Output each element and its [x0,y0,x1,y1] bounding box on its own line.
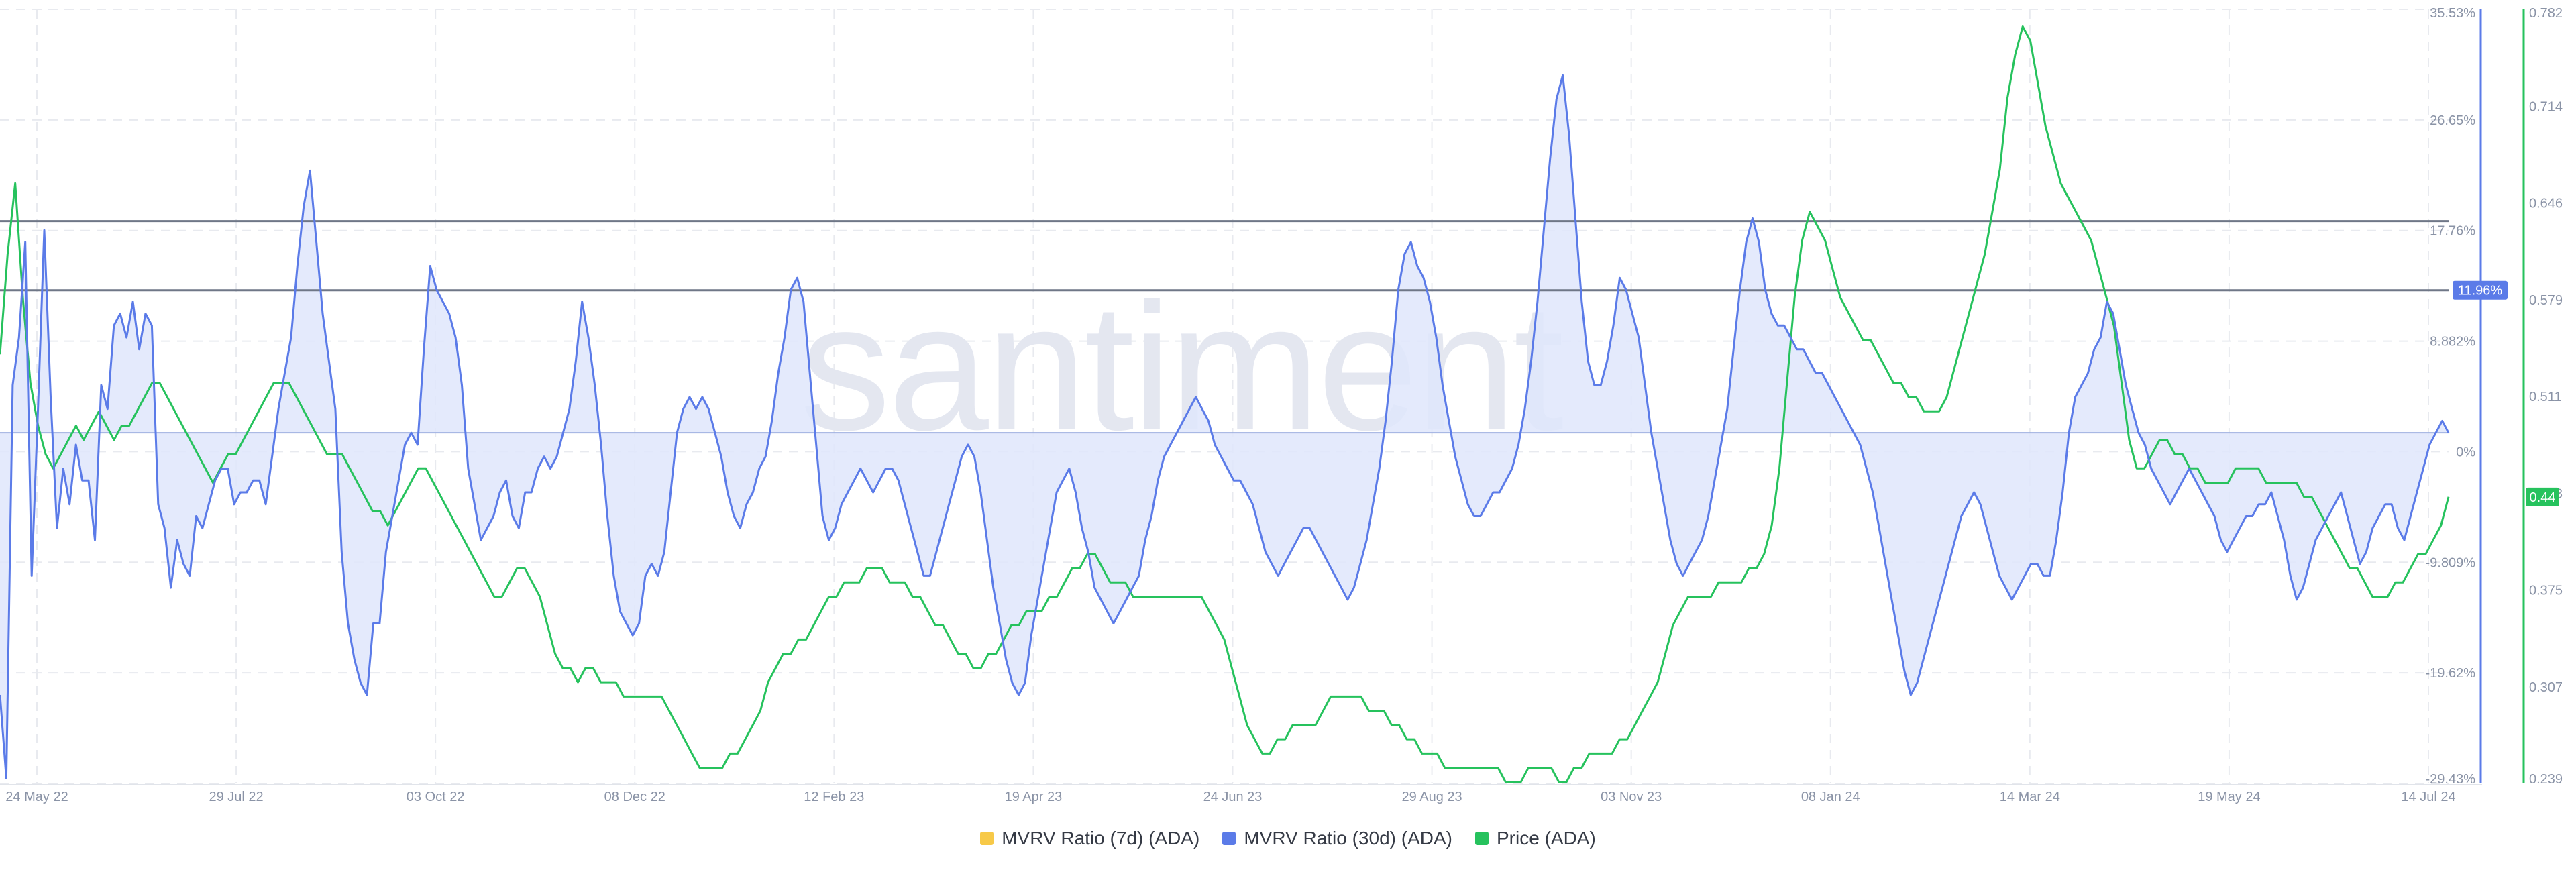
axes: 35.53% 26.65% 17.76% 8.882% 0% -9.809% -19.62%… [0,6,2563,804]
x-tick-label: 03 Nov 23 [1601,789,1662,804]
right-tick-label: 0.307 [2529,680,2563,695]
right-tick-label: 0.579 [2529,293,2563,308]
mvrv7-swatch-icon [980,832,994,845]
right-tick-label: 0.239 [2529,772,2563,787]
legend-label-mvrv7: MVRV Ratio (7d) (ADA) [1002,828,1200,849]
x-tick-label: 19 Apr 23 [1005,789,1063,804]
x-tick-label: 29 Aug 23 [1402,789,1462,804]
legend-label-price: Price (ADA) [1497,828,1596,849]
left-tick-label: -29.43% [2426,772,2476,787]
price-swatch-icon [1475,832,1489,845]
mvrv30-value-label: 11.96% [2458,284,2503,298]
right-tick-label: 0.782 [2529,6,2563,21]
current-value-labels: 11.96% 0.44 [2453,280,2559,506]
price-line [0,25,2450,783]
x-tick-label: 08 Dec 22 [604,789,665,804]
price-value-label: 0.44 [2530,490,2556,505]
legend-item-price[interactable]: Price (ADA) [1475,828,1596,849]
right-tick-label: 0.511 [2529,390,2562,404]
mvrv30-line [0,74,2450,779]
mvrv30-value-badge [2453,280,2508,300]
legend: MVRV Ratio (7d) (ADA) MVRV Ratio (30d) (… [0,828,2576,849]
legend-label-mvrv30: MVRV Ratio (30d) (ADA) [1244,828,1452,849]
left-tick-label: 17.76% [2430,224,2475,239]
left-tick-label: 35.53% [2430,6,2475,21]
left-tick-label: 26.65% [2430,113,2475,128]
x-tick-label: 14 Mar 24 [2000,789,2060,804]
right-tick-label: 0.375 [2529,584,2563,598]
mvrv30-swatch-icon [1222,832,1236,845]
x-tick-label: 12 Feb 23 [804,789,864,804]
x-tick-label: 14 Jul 24 [2401,789,2455,804]
x-tick-label: 29 Jul 22 [209,789,263,804]
left-tick-label: -19.62% [2426,666,2476,681]
x-tick-label: 08 Jan 24 [1801,789,1860,804]
reference-lines [0,220,2449,434]
x-tick-label: 19 May 24 [2198,789,2260,804]
price-value-badge [2526,487,2559,506]
legend-item-mvrv30[interactable]: MVRV Ratio (30d) (ADA) [1222,828,1452,849]
legend-item-mvrv7[interactable]: MVRV Ratio (7d) (ADA) [980,828,1199,849]
x-tick-label: 03 Oct 22 [407,789,465,804]
x-tick-label: 24 May 22 [5,789,68,804]
left-tick-label: 0% [2456,445,2475,459]
right-tick-label: 0.714 [2529,99,2563,114]
left-tick-label: -9.809% [2426,555,2476,570]
x-tick-label: 24 Jun 23 [1203,789,1263,804]
left-tick-label: 8.882% [2430,335,2475,349]
series-lines[interactable] [0,25,2450,783]
right-tick-label: 0.646 [2529,197,2563,211]
